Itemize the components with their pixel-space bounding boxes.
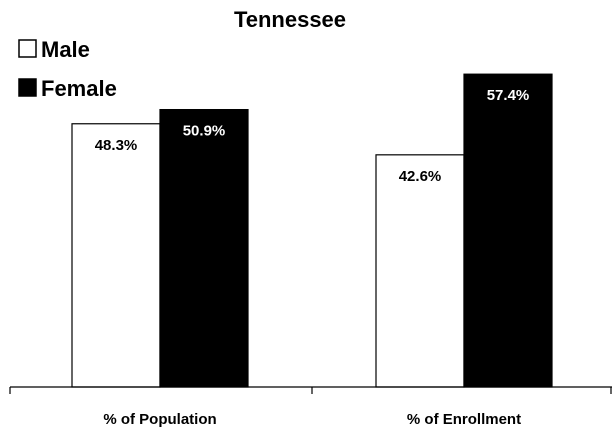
bar-female-1: [463, 73, 553, 388]
data-label-female-0: 50.9%: [183, 123, 226, 140]
data-label-female-1: 57.4%: [487, 87, 530, 104]
legend: Male Female: [18, 37, 117, 101]
bar-male-1: [375, 154, 465, 388]
x-axis: [9, 386, 612, 394]
bar-female-0: [159, 108, 249, 388]
legend-label-female: Female: [41, 76, 117, 101]
x-tick-label-1: % of Enrollment: [407, 411, 521, 428]
legend-item-female: Female: [18, 76, 117, 101]
x-tick-labels: % of Population % of Enrollment: [103, 411, 521, 428]
legend-swatch-male: [18, 39, 37, 58]
bar-male-0: [71, 123, 161, 388]
data-label-male-1: 42.6%: [399, 168, 442, 185]
legend-label-male: Male: [41, 37, 90, 62]
x-tick-label-0: % of Population: [103, 411, 216, 428]
data-label-male-0: 48.3%: [95, 137, 138, 154]
legend-item-male: Male: [18, 37, 90, 62]
bars-group: 48.3% 50.9% 42.6% 57.4%: [71, 73, 553, 388]
chart-title: Tennessee: [234, 7, 346, 32]
legend-swatch-female: [18, 78, 37, 97]
